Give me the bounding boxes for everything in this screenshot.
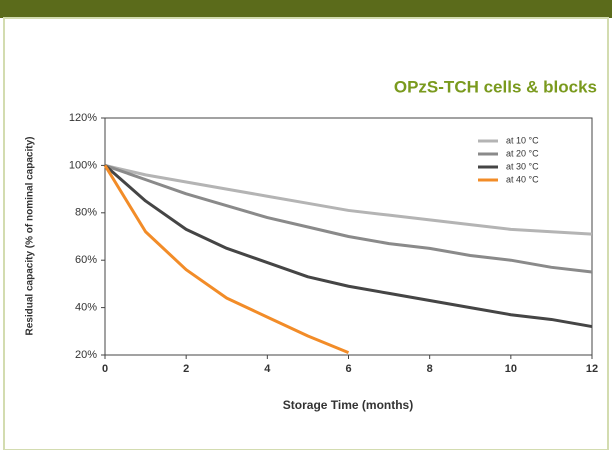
x-tick-label: 2: [183, 363, 189, 375]
frame: [3, 17, 609, 450]
y-tick-label: 40%: [75, 302, 97, 314]
y-tick-label: 80%: [75, 207, 97, 219]
series-line: [104, 163, 593, 274]
y-axis-label: Residual capacity (% of nominal capacity…: [25, 137, 36, 336]
x-tick-label: 0: [102, 363, 108, 375]
y-tick-label: 20%: [75, 349, 97, 361]
header-band: [0, 0, 612, 18]
y-tick-label: 120%: [69, 112, 97, 124]
series-line: [104, 164, 593, 329]
chart-title: OPzS-TCH cells & blocks: [394, 77, 597, 96]
x-tick-label: 6: [345, 363, 351, 375]
legend-label: at 20 °C: [506, 148, 539, 158]
y-tick-label: 100%: [69, 159, 97, 171]
series-line: [103, 164, 350, 355]
x-tick-label: 12: [586, 363, 598, 375]
legend-label: at 10 °C: [506, 135, 539, 145]
legend-label: at 40 °C: [506, 174, 539, 184]
legend-label: at 30 °C: [506, 161, 539, 171]
x-tick-label: 10: [505, 363, 517, 375]
y-tick-label: 60%: [75, 254, 97, 266]
x-tick-label: 4: [264, 363, 271, 375]
x-tick-label: 8: [427, 363, 433, 375]
x-axis-label: Storage Time (months): [283, 398, 413, 412]
series-line: [104, 163, 593, 236]
